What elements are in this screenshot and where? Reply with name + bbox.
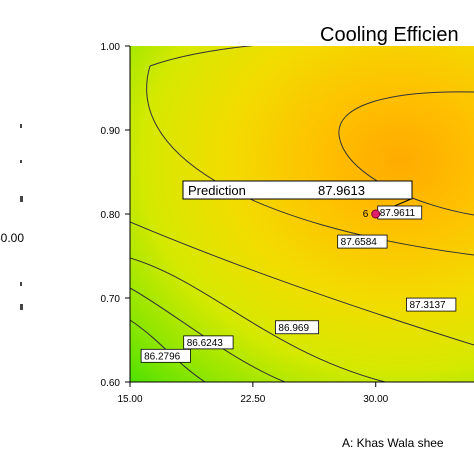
x-tick-label: 22.50 [240,394,265,405]
prediction-annotation: Prediction 87.9613 [182,180,413,215]
prediction-box [182,180,413,200]
prediction-value: 87.9613 [318,183,365,198]
design-point-marker [371,209,381,219]
contour-label: 86.2796 [144,351,181,362]
y-axis-value-fragment: 50.00 [0,231,24,245]
y-axis-glyph [20,124,22,128]
contour-label-box [140,348,191,363]
y-axis-ticks: 0.60 0.70 0.80 0.90 1.00 [101,42,130,389]
contour-line [149,46,255,67]
contour-labels: 86.2796 86.6243 86.969 87.3137 87.6584 [140,234,457,363]
contour-label-box [183,335,234,350]
design-point: 6 87.9611 [363,205,423,220]
x-axis-title: A: Khas Wala shee [342,436,444,450]
y-tick-label: 0.90 [101,126,121,137]
y-tick-label: 1.00 [101,42,121,53]
y-tick-label: 0.70 [101,294,121,305]
contour-label-box [406,297,457,312]
y-axis-glyph [20,304,23,310]
y-axis-glyph [20,196,23,202]
y-tick-label: 0.60 [101,378,121,389]
x-axis-ticks: 15.00 22.50 30.00 [117,382,389,405]
x-tick-label: 15.00 [117,394,142,405]
contour-label-box [275,320,320,335]
y-tick-label: 0.80 [101,210,121,221]
y-axis-glyph [20,282,22,286]
prediction-label: Prediction [188,183,246,198]
contour-line [130,287,286,382]
contour-label-box [337,234,388,249]
contour-label: 86.969 [278,323,309,334]
contour-label: 87.3137 [409,300,446,311]
y-axis-title-fragment: 50.00 [0,124,24,310]
x-tick-label: 30.00 [363,394,388,405]
contour-line [130,221,474,346]
y-axis-glyph [20,160,22,163]
contour-label: 87.6584 [341,237,378,248]
chart-title: Cooling Efficien [320,24,459,46]
design-point-label: 87.9611 [380,208,416,219]
contour-label: 86.6243 [187,338,224,349]
contour-line [130,257,386,382]
design-point-count: 6 [363,209,369,220]
contour-line [338,91,474,141]
